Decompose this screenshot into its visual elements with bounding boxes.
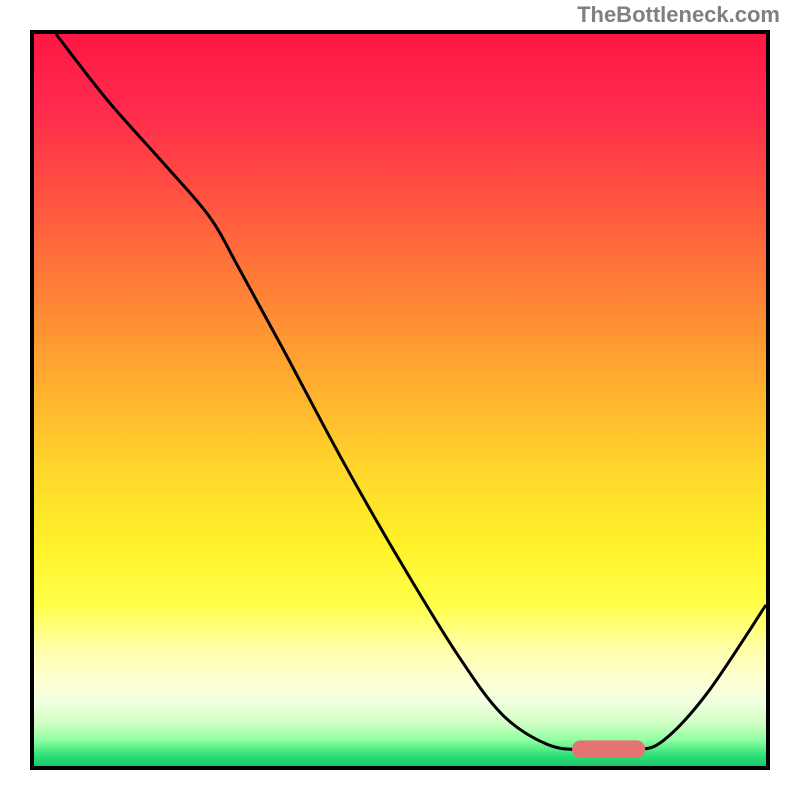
- watermark-text: TheBottleneck.com: [577, 2, 780, 28]
- curve-layer: [34, 34, 766, 766]
- bottleneck-curve: [56, 34, 766, 751]
- plot-area: [30, 30, 770, 770]
- optimum-marker: [572, 740, 645, 758]
- chart-container: TheBottleneck.com: [0, 0, 800, 800]
